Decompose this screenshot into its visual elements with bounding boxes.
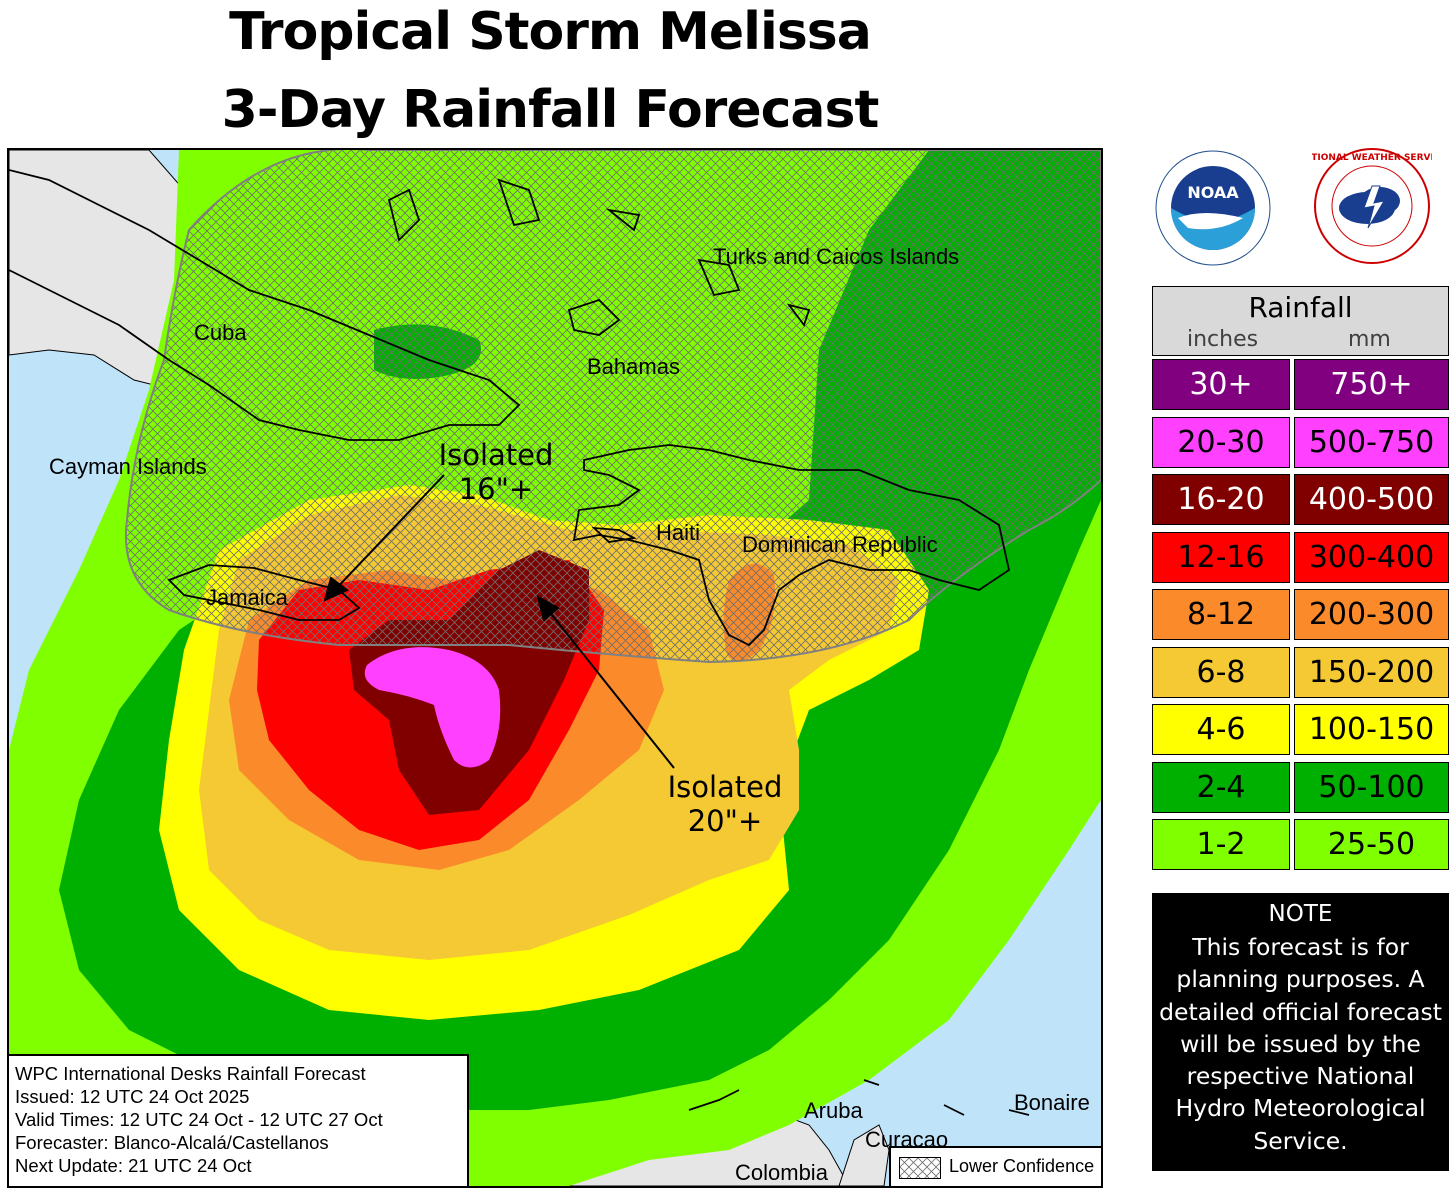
annotation-isolated-16-line1: Isolated: [438, 438, 554, 472]
outline-jamaica: [167, 564, 361, 621]
annotation-arrows: [323, 474, 675, 769]
outline-hispaniola: [572, 444, 1011, 647]
annotation-isolated-20: Isolated 20"+: [655, 770, 795, 838]
legend-row: 20-30 500-750: [1152, 414, 1449, 472]
legend-rows: 30+ 750+ 20-30 500-750 16-20 400-500 12-16 300-…: [1152, 356, 1449, 874]
nws-emblem: NATIONAL WEATHER SERVICE: [1297, 148, 1447, 264]
label-turks-caicos: Turks and Caicos Islands: [713, 244, 960, 269]
legend-col-inches: inches: [1187, 327, 1259, 352]
info-line-product: WPC International Desks Rainfall Forecas…: [15, 1063, 366, 1084]
note-line: Hydro Meteorological: [1175, 1094, 1426, 1123]
legend-inches-cell: 12-16: [1152, 531, 1290, 583]
legend-row: 1-2 25-50: [1152, 816, 1449, 874]
noaa-logo: NOAA: [1148, 148, 1278, 273]
outline-bahamas: [387, 178, 811, 336]
legend-mm-cell: 25-50: [1294, 819, 1449, 870]
note-box: NOTE This forecast is for planning purpo…: [1152, 893, 1449, 1171]
arrowhead-20in: [536, 595, 560, 622]
arrow-16in: [330, 474, 445, 595]
annotation-isolated-16-line2: 16"+: [458, 472, 534, 506]
legend-inches-cell: 8-12: [1152, 589, 1290, 640]
legend-row: 8-12 200-300: [1152, 586, 1449, 644]
info-line-issued: Issued: 12 UTC 24 Oct 2025: [15, 1086, 250, 1107]
note-body: This forecast is for planning purposes. …: [1152, 931, 1449, 1157]
arrowhead-16in: [323, 576, 349, 602]
info-line-valid-times: Valid Times: 12 UTC 24 Oct - 12 UTC 27 O…: [15, 1109, 383, 1130]
legend-row: 2-4 50-100: [1152, 759, 1449, 817]
lower-confidence-key: Lower Confidence: [889, 1146, 1101, 1186]
note-line: respective National: [1186, 1062, 1415, 1091]
legend-mm-cell: 200-300: [1294, 589, 1449, 640]
map-title-line-1: Tropical Storm Melissa: [229, 2, 872, 62]
legend-inches-cell: 20-30: [1152, 416, 1290, 468]
legend-inches-cell: 2-4: [1152, 761, 1290, 813]
map-title-line-2: 3-Day Rainfall Forecast: [221, 80, 880, 140]
annotation-isolated-20-line1: Isolated: [667, 770, 783, 804]
lower-confidence-area: [125, 150, 1101, 664]
nws-ring-text: NATIONAL WEATHER SERVICE: [1312, 153, 1432, 163]
legend-mm-cell: 400-500: [1294, 474, 1449, 525]
rain-zone-20-30: [364, 647, 501, 768]
note-line: detailed official forecast: [1159, 997, 1442, 1026]
rainfall-map-canvas: [9, 150, 1101, 1186]
label-cayman-islands: Cayman Islands: [49, 454, 207, 479]
legend-mm-cell: 50-100: [1294, 761, 1449, 813]
annotation-isolated-20-line2: 20"+: [687, 804, 763, 838]
arrow-20in: [543, 604, 675, 769]
forecast-info-box: WPC International Desks Rainfall Forecas…: [9, 1054, 469, 1186]
rainfall-map: Turks and Caicos Islands Cuba Bahamas Ca…: [7, 148, 1103, 1188]
annotation-isolated-16: Isolated 16"+: [426, 438, 566, 506]
legend-row: 30+ 750+: [1152, 356, 1449, 414]
nws-logo: NATIONAL WEATHER SERVICE: [1297, 146, 1447, 271]
legend-title: Rainfall: [1248, 291, 1353, 324]
land-curacao-peninsula: [838, 1124, 890, 1186]
note-line: Service.: [1253, 1126, 1348, 1155]
legend-mm-cell: 500-750: [1294, 416, 1449, 468]
legend-inches-cell: 4-6: [1152, 704, 1290, 755]
label-cuba: Cuba: [194, 320, 247, 345]
legend-row: 16-20 400-500: [1152, 471, 1449, 529]
noaa-logo-text: NOAA: [1187, 183, 1239, 202]
legend-row: 4-6 100-150: [1152, 701, 1449, 759]
legend-row: 12-16 300-400: [1152, 529, 1449, 587]
label-colombia: Colombia: [735, 1160, 828, 1185]
noaa-emblem: NOAA: [1155, 150, 1271, 266]
legend-inches-cell: 16-20: [1152, 474, 1290, 525]
legend-header: Rainfall inches mm: [1152, 286, 1449, 356]
lower-confidence-swatch: [899, 1157, 941, 1179]
note-line: This forecast is for: [1192, 933, 1409, 961]
label-bonaire: Bonaire: [1014, 1090, 1090, 1115]
country-outlines: [9, 169, 1030, 1116]
legend-inches-cell: 1-2: [1152, 819, 1290, 870]
note-line: will be issued by the: [1180, 1029, 1421, 1058]
legend-mm-cell: 150-200: [1294, 646, 1449, 698]
legend-inches-cell: 6-8: [1152, 646, 1290, 698]
legend-col-mm: mm: [1348, 327, 1391, 352]
rainfall-legend: Rainfall inches mm 30+ 750+ 20-30 500-750 16…: [1152, 286, 1449, 874]
label-aruba: Aruba: [804, 1098, 863, 1123]
legend-mm-cell: 750+: [1294, 359, 1449, 410]
lower-confidence-label: Lower Confidence: [949, 1156, 1095, 1176]
note-line: planning purposes. A: [1176, 965, 1425, 994]
label-dominican-republic: Dominican Republic: [742, 532, 938, 557]
info-line-forecaster: Forecaster: Blanco-Alcalá/Castellanos: [15, 1132, 329, 1153]
note-heading: NOTE: [1268, 901, 1333, 927]
outline-gonave: [591, 526, 637, 543]
label-haiti: Haiti: [656, 520, 701, 545]
info-line-next-update: Next Update: 21 UTC 24 Oct: [15, 1155, 252, 1176]
legend-inches-cell: 30+: [1152, 359, 1290, 410]
legend-mm-cell: 300-400: [1294, 531, 1449, 583]
label-jamaica: Jamaica: [206, 585, 288, 610]
outline-aruba-curacao: [688, 1079, 1030, 1116]
legend-mm-cell: 100-150: [1294, 704, 1449, 755]
legend-row: 6-8 150-200: [1152, 644, 1449, 702]
outline-cuba: [9, 169, 521, 441]
label-bahamas: Bahamas: [587, 354, 680, 379]
